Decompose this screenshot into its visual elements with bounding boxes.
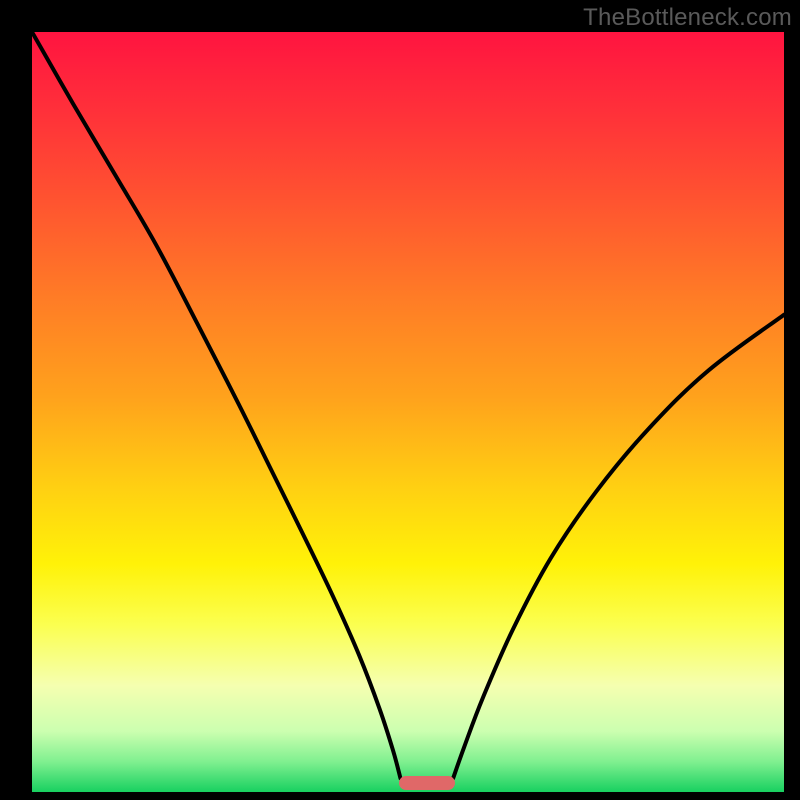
plot-area: [32, 32, 784, 792]
curve-right: [453, 315, 784, 779]
target-marker: [399, 776, 455, 790]
curve-left: [32, 32, 400, 778]
chart-container: TheBottleneck.com: [0, 0, 800, 800]
bottleneck-curve: [32, 32, 784, 792]
watermark-text: TheBottleneck.com: [583, 4, 792, 32]
